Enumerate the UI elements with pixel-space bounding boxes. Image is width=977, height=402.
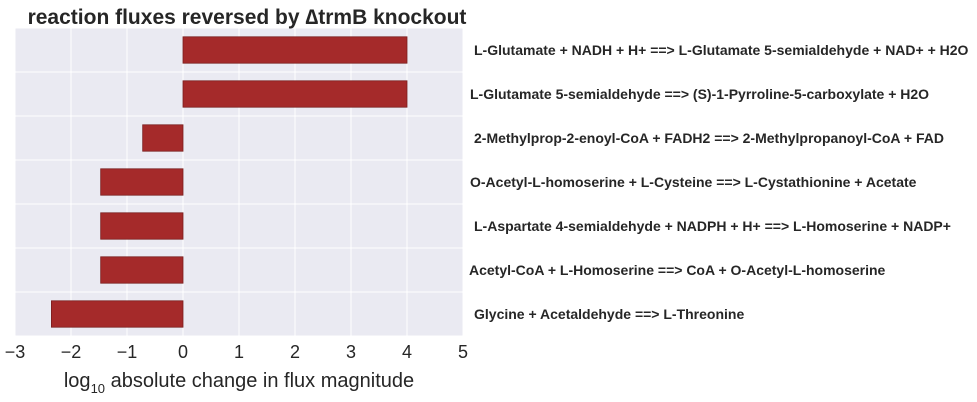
reaction-labels: L-Glutamate + NADH + H+ ==> L-Glutamate … <box>469 42 969 322</box>
reaction-label: Glycine + Acetaldehyde ==> L-Threonine <box>474 306 744 322</box>
reaction-label: L-Aspartate 4-semialdehyde + NADPH + H+ … <box>474 218 951 234</box>
bar <box>100 168 184 196</box>
bar <box>182 36 408 64</box>
x-axis-label-prefix: log <box>64 370 91 392</box>
x-tick-label: −1 <box>117 342 138 362</box>
x-tick-label: 1 <box>234 342 244 362</box>
x-tick-label: 4 <box>402 342 412 362</box>
x-tick-label: 0 <box>178 342 188 362</box>
reaction-label: L-Glutamate 5-semialdehyde ==> (S)-1-Pyr… <box>470 86 929 102</box>
reaction-label: Acetyl-CoA + L-Homoserine ==> CoA + O-Ac… <box>469 262 886 278</box>
bar <box>142 124 184 152</box>
bar <box>100 256 184 284</box>
x-tick-label: 5 <box>458 342 468 362</box>
bar-layer <box>51 36 408 328</box>
x-tick-label: 2 <box>290 342 300 362</box>
x-axis-label-suffix: absolute change in flux magnitude <box>105 370 414 392</box>
x-tick-label: −3 <box>5 342 26 362</box>
reaction-label: O-Acetyl-L-homoserine + L-Cysteine ==> L… <box>470 174 917 190</box>
x-tick-label: 3 <box>346 342 356 362</box>
reaction-label: 2-Methylprop-2-enoyl-CoA + FADH2 ==> 2-M… <box>474 130 944 146</box>
bar <box>51 300 184 328</box>
x-axis-label-subscript: 10 <box>91 381 105 396</box>
x-tick-labels: −3 −2 −1 0 1 2 3 4 5 <box>5 342 468 362</box>
bar <box>182 80 408 108</box>
grid-layer <box>14 27 464 337</box>
reaction-label: L-Glutamate + NADH + H+ ==> L-Glutamate … <box>474 42 969 58</box>
x-tick-label: −2 <box>61 342 82 362</box>
chart-title: reaction fluxes reversed by ∆trmB knocko… <box>28 6 467 29</box>
x-axis-label: log10 absolute change in flux magnitude <box>64 370 414 396</box>
bar <box>100 212 184 240</box>
